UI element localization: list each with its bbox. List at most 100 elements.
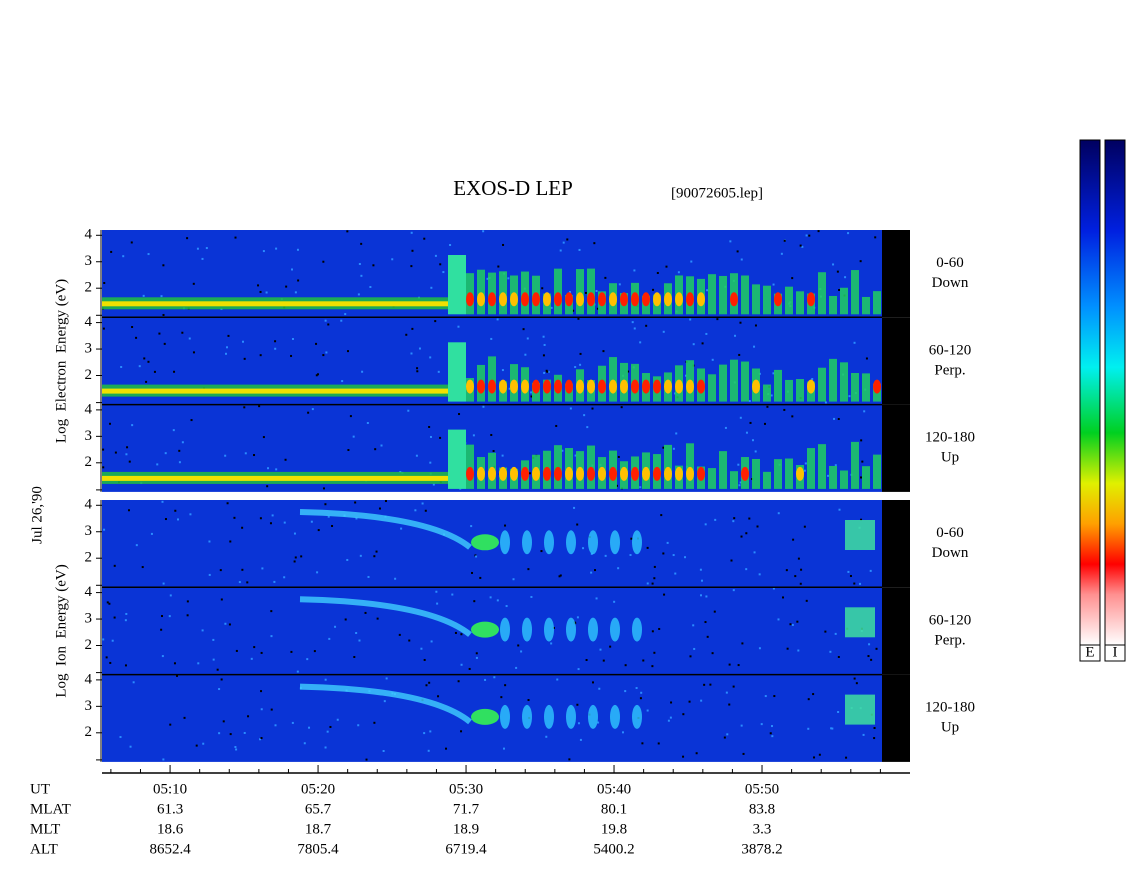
flux-blob (609, 466, 617, 481)
speckle (260, 651, 263, 654)
speckle (102, 638, 105, 641)
speckle (374, 448, 377, 451)
speckle (515, 666, 518, 669)
speckle (208, 573, 211, 576)
speckle (754, 324, 757, 327)
speckle (868, 643, 871, 646)
speckle (490, 433, 493, 436)
speckle (830, 727, 833, 730)
speckle (226, 346, 229, 349)
speckle (829, 650, 832, 653)
speckle (772, 372, 775, 375)
flux-blob (620, 292, 628, 307)
flux-blob (686, 466, 694, 481)
flux-blob (588, 704, 598, 729)
y-tick-label: 4 (85, 401, 93, 417)
flux-blob (675, 379, 683, 394)
speckle (540, 550, 543, 553)
speckle (729, 240, 732, 243)
flux-blob (566, 530, 576, 555)
speckle (666, 541, 669, 544)
speckle (174, 509, 177, 512)
speckle (129, 745, 132, 748)
speckle (559, 574, 562, 577)
speckle (598, 687, 601, 690)
speckle (257, 284, 260, 287)
y-tick-label: 3 (85, 523, 93, 539)
speckle (578, 248, 581, 251)
speckle (579, 363, 582, 366)
flux-blob (796, 466, 804, 481)
y-tick-label: 2 (85, 637, 93, 653)
speckle (273, 580, 276, 583)
speckle (143, 357, 146, 360)
speckle (106, 601, 109, 604)
speckle (383, 700, 386, 703)
speckle (270, 635, 273, 638)
ephemeris-value: 7805.4 (297, 841, 339, 857)
flux-blob (565, 466, 573, 481)
flux-blob (499, 466, 507, 481)
flux-band (102, 301, 452, 307)
speckle (484, 678, 487, 681)
speckle (507, 277, 510, 280)
speckle (584, 291, 587, 294)
speckle (437, 695, 440, 698)
speckle (216, 668, 219, 671)
flux-blob (488, 292, 496, 307)
speckle (192, 282, 195, 285)
flux-blob (741, 275, 749, 315)
ephemeris-value: 8652.4 (149, 841, 191, 857)
speckle (556, 678, 559, 681)
flux-blob (466, 466, 474, 481)
speckle (791, 623, 794, 626)
speckle (160, 295, 163, 298)
speckle (324, 319, 327, 322)
flux-blob (873, 454, 881, 489)
speckle (316, 571, 319, 574)
speckle (202, 742, 205, 745)
speckle (313, 650, 316, 653)
speckle (102, 448, 105, 451)
speckle (307, 411, 310, 414)
y-tick-label: 3 (85, 253, 93, 269)
flux-blob (566, 617, 576, 642)
speckle (259, 354, 262, 357)
speckle (430, 286, 433, 289)
speckle (238, 581, 241, 584)
speckle (545, 369, 548, 372)
chart-title: EXOS-D LEP (453, 176, 573, 200)
speckle (501, 369, 504, 372)
speckle (423, 237, 426, 240)
speckle (586, 426, 589, 429)
speckle (845, 756, 848, 759)
panel-label: Up (941, 450, 959, 466)
speckle (771, 735, 774, 738)
speckle (324, 746, 327, 749)
speckle (545, 735, 548, 738)
speckle (756, 525, 759, 528)
speckle (110, 250, 113, 253)
flux-blob (477, 292, 485, 307)
y-tick-label: 2 (85, 724, 93, 740)
speckle (646, 709, 649, 712)
speckle (132, 681, 135, 684)
speckle (359, 554, 362, 557)
speckle (479, 576, 482, 579)
flux-blob (719, 275, 727, 315)
speckle (124, 619, 127, 622)
speckle (704, 621, 707, 624)
flux-blob (543, 292, 551, 307)
flux-blob (708, 374, 716, 402)
speckle (527, 568, 530, 571)
y-axis-title: Log Electron Energy (eV) (53, 279, 69, 443)
speckle (590, 552, 593, 555)
flux-blob (785, 458, 793, 489)
flux-blob (543, 466, 551, 481)
speckle (780, 252, 783, 255)
speckle (658, 627, 661, 630)
speckle (862, 733, 865, 736)
speckle (344, 313, 347, 316)
speckle (186, 614, 189, 617)
flux-blob (598, 292, 606, 307)
